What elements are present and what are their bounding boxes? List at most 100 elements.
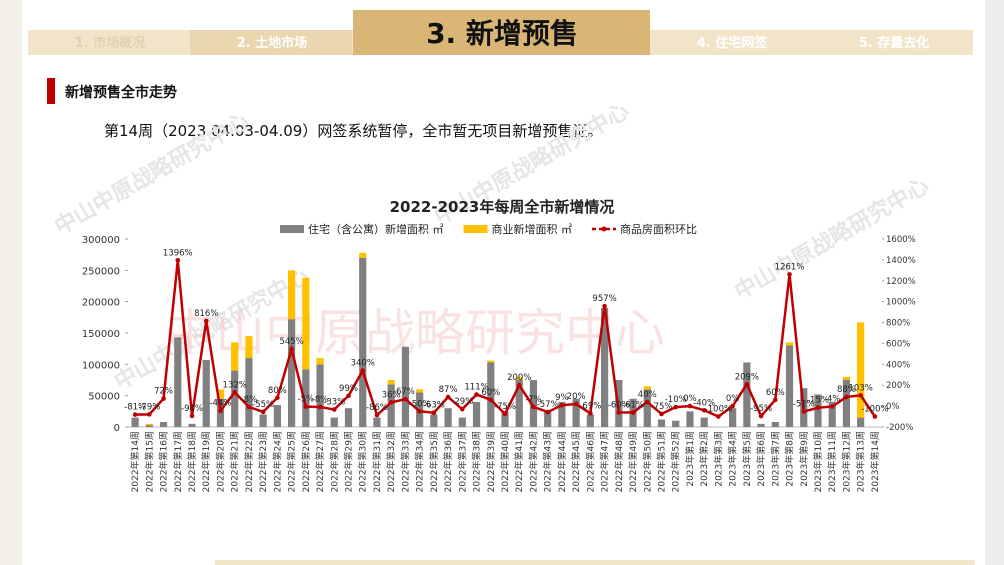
marker bbox=[189, 413, 195, 419]
y-tick-label: 0 bbox=[114, 423, 120, 434]
bar bbox=[472, 401, 481, 427]
marker bbox=[289, 346, 294, 352]
bar bbox=[131, 417, 139, 427]
x-tick-label: 2022年第21周 bbox=[229, 431, 241, 492]
marker bbox=[630, 410, 636, 415]
bar bbox=[259, 414, 267, 427]
marker bbox=[317, 404, 323, 410]
data-label: 1396% bbox=[163, 248, 193, 258]
bar bbox=[316, 364, 324, 427]
y-tick-label: 100000 bbox=[82, 360, 120, 371]
y-tick-label: 250000 bbox=[82, 266, 120, 277]
data-label: -57% bbox=[537, 400, 559, 410]
marker bbox=[744, 381, 750, 387]
tab[interactable]: 2. 土地市场 bbox=[237, 35, 308, 51]
legend-swatch bbox=[601, 226, 607, 232]
x-tick-label: 2022年第26周 bbox=[300, 431, 312, 492]
bar bbox=[515, 380, 523, 427]
bar bbox=[344, 408, 353, 427]
tab-active[interactable]: 3. 新增预售 bbox=[426, 17, 578, 50]
bar bbox=[359, 252, 367, 258]
marker bbox=[260, 409, 266, 415]
bar bbox=[288, 319, 296, 427]
bar bbox=[857, 417, 865, 427]
data-label: -81% bbox=[124, 403, 146, 413]
x-tick-label: 2022年第31周 bbox=[371, 431, 383, 492]
y2-tick-label: 1600% bbox=[886, 235, 916, 245]
x-tick-label: 2022年第37周 bbox=[456, 431, 468, 492]
marker bbox=[644, 399, 650, 405]
x-tick-label: 2022年第43周 bbox=[542, 431, 554, 492]
x-tick-label: 2023年第9周 bbox=[798, 431, 810, 487]
marker bbox=[844, 394, 849, 400]
x-tick-label: 2022年第15周 bbox=[143, 431, 155, 492]
x-tick-label: 2022年第39周 bbox=[485, 431, 497, 492]
data-label: -52% bbox=[793, 400, 815, 410]
x-tick-label: 2023年第3周 bbox=[712, 431, 724, 487]
x-tick-label: 2023年第11周 bbox=[826, 431, 838, 492]
bar bbox=[444, 408, 452, 427]
bar bbox=[458, 417, 466, 427]
data-label: 545% bbox=[279, 337, 303, 347]
marker bbox=[132, 412, 138, 417]
data-label: 60% bbox=[481, 388, 500, 398]
marker bbox=[815, 405, 821, 410]
marker bbox=[502, 411, 508, 417]
bar bbox=[828, 401, 836, 427]
bar bbox=[302, 369, 310, 427]
data-label: 36% bbox=[382, 390, 401, 400]
marker bbox=[431, 410, 437, 415]
x-tick-label: 2023年第6周 bbox=[755, 431, 767, 487]
marker bbox=[275, 395, 280, 401]
bar bbox=[558, 401, 566, 427]
x-tick-label: 2022年第28周 bbox=[328, 431, 340, 492]
legend-label: 商品房面积环比 bbox=[620, 222, 697, 236]
marker bbox=[616, 410, 622, 415]
data-label: -8% bbox=[312, 395, 329, 405]
marker bbox=[331, 407, 337, 412]
bar bbox=[586, 414, 594, 427]
data-label: 957% bbox=[592, 294, 616, 304]
data-label: 40% bbox=[638, 390, 657, 400]
data-label: 103% bbox=[849, 383, 873, 393]
x-tick-label: 2023年第7周 bbox=[769, 431, 781, 487]
bar bbox=[657, 419, 666, 427]
bar bbox=[145, 425, 153, 427]
data-label: -7% bbox=[525, 395, 542, 405]
x-tick-label: 2023年第8周 bbox=[784, 431, 796, 487]
data-label: -79% bbox=[138, 402, 160, 412]
bar bbox=[501, 411, 509, 427]
bar bbox=[743, 362, 751, 427]
section-title: 新增预售全市走势 bbox=[65, 84, 177, 101]
marker bbox=[531, 404, 536, 410]
bar bbox=[643, 386, 651, 390]
marker bbox=[303, 404, 309, 409]
marker bbox=[801, 409, 807, 414]
x-tick-label: 2022年第32周 bbox=[385, 431, 397, 492]
data-label: 200% bbox=[507, 373, 531, 383]
tab[interactable]: 5. 存量去化 bbox=[859, 35, 930, 51]
data-label: 111% bbox=[464, 383, 488, 393]
y2-tick-label: -200% bbox=[886, 423, 913, 433]
tab[interactable]: 4. 住宅网签 bbox=[697, 35, 769, 51]
bar bbox=[757, 423, 765, 427]
marker bbox=[716, 414, 721, 419]
x-tick-label: 2023年第10周 bbox=[812, 431, 824, 492]
data-label: -40% bbox=[693, 398, 715, 408]
bar bbox=[387, 384, 395, 427]
marker bbox=[687, 403, 693, 409]
x-tick-label: 2022年第17周 bbox=[172, 431, 184, 492]
marker bbox=[360, 368, 366, 373]
y2-tick-label: 0% bbox=[886, 402, 900, 412]
legend-swatch bbox=[280, 225, 304, 233]
marker bbox=[161, 396, 166, 401]
data-label: -15% bbox=[807, 396, 829, 406]
bar bbox=[159, 421, 168, 427]
marker bbox=[588, 411, 593, 416]
tab[interactable]: 1. 市场概况 bbox=[75, 35, 146, 51]
bar bbox=[857, 322, 865, 418]
marker bbox=[559, 402, 565, 408]
x-tick-label: 2022年第19周 bbox=[200, 431, 212, 492]
marker bbox=[573, 401, 579, 407]
bar bbox=[416, 389, 424, 393]
